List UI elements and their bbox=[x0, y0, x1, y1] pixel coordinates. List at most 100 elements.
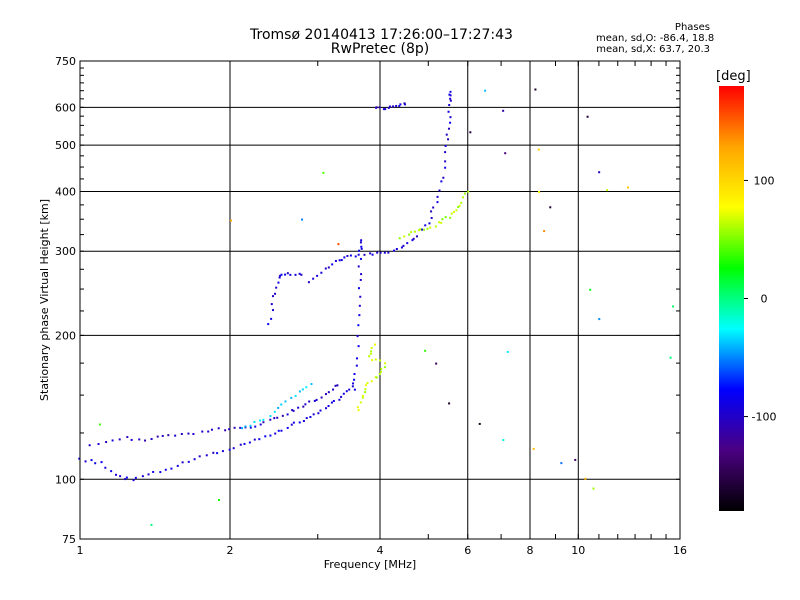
data-point bbox=[351, 385, 354, 388]
data-point bbox=[243, 442, 246, 445]
data-point bbox=[286, 272, 289, 275]
data-point bbox=[502, 109, 505, 112]
data-point bbox=[319, 409, 322, 412]
data-point bbox=[440, 180, 443, 183]
data-point bbox=[672, 305, 675, 308]
data-point bbox=[543, 230, 546, 233]
data-point bbox=[249, 424, 252, 427]
data-point bbox=[398, 105, 401, 108]
data-point bbox=[360, 245, 363, 248]
data-point bbox=[361, 396, 364, 399]
data-point bbox=[150, 437, 153, 440]
data-point bbox=[340, 395, 343, 398]
data-point bbox=[277, 406, 280, 409]
data-point bbox=[111, 439, 114, 442]
data-point bbox=[395, 104, 398, 107]
data-point bbox=[379, 370, 382, 373]
data-point bbox=[447, 138, 450, 141]
data-point bbox=[430, 210, 433, 213]
data-point bbox=[455, 209, 458, 212]
data-point bbox=[84, 460, 87, 463]
data-point bbox=[584, 477, 587, 480]
data-point bbox=[244, 425, 247, 428]
data-point bbox=[258, 438, 261, 441]
data-point bbox=[270, 303, 273, 306]
data-point bbox=[537, 148, 540, 151]
data-point bbox=[358, 304, 361, 307]
data-point bbox=[424, 224, 427, 227]
data-point bbox=[369, 352, 372, 355]
data-point bbox=[332, 388, 335, 391]
data-point bbox=[402, 244, 405, 247]
data-point bbox=[305, 386, 308, 389]
data-point bbox=[284, 273, 287, 276]
plot-frame bbox=[79, 60, 681, 540]
data-point bbox=[586, 115, 589, 118]
data-point bbox=[444, 144, 447, 147]
data-point bbox=[181, 461, 184, 464]
data-point bbox=[332, 399, 335, 402]
data-point bbox=[315, 398, 318, 401]
data-point bbox=[118, 438, 121, 441]
data-point bbox=[378, 106, 381, 109]
data-point bbox=[354, 255, 357, 258]
data-point bbox=[212, 451, 215, 454]
data-point bbox=[207, 430, 210, 433]
data-point bbox=[229, 219, 232, 222]
data-point bbox=[357, 265, 360, 268]
data-point bbox=[312, 277, 315, 280]
data-point bbox=[449, 116, 452, 119]
data-point bbox=[286, 413, 289, 416]
data-point bbox=[325, 393, 328, 396]
data-point bbox=[403, 235, 406, 238]
data-point bbox=[253, 420, 256, 423]
data-point bbox=[126, 436, 129, 439]
data-point bbox=[309, 416, 312, 419]
data-point bbox=[447, 127, 450, 130]
data-point bbox=[97, 443, 100, 446]
data-point bbox=[669, 356, 672, 359]
data-point bbox=[310, 383, 313, 386]
data-point bbox=[119, 475, 122, 478]
data-point bbox=[384, 362, 387, 365]
data-point bbox=[269, 434, 272, 437]
data-point bbox=[297, 406, 300, 409]
data-point bbox=[449, 94, 452, 97]
data-point bbox=[444, 160, 447, 163]
data-point bbox=[270, 317, 273, 320]
data-point bbox=[359, 401, 362, 404]
data-point bbox=[364, 391, 367, 394]
data-point bbox=[278, 276, 281, 279]
data-point bbox=[316, 274, 319, 277]
data-point bbox=[210, 428, 213, 431]
data-point bbox=[387, 251, 390, 254]
data-point bbox=[440, 221, 443, 224]
data-point bbox=[193, 458, 196, 461]
data-point bbox=[469, 131, 472, 134]
data-point bbox=[371, 359, 374, 362]
data-point bbox=[574, 458, 577, 461]
x-tick-label: 16 bbox=[673, 544, 687, 557]
data-point bbox=[449, 216, 452, 219]
colorbar bbox=[719, 86, 744, 511]
data-point bbox=[334, 384, 337, 387]
data-point bbox=[359, 278, 362, 281]
data-point bbox=[360, 247, 363, 250]
data-point bbox=[458, 204, 461, 207]
data-point bbox=[301, 388, 304, 391]
data-point bbox=[428, 222, 431, 225]
data-point bbox=[274, 432, 277, 435]
data-point bbox=[366, 382, 369, 385]
phase-heading: Phases bbox=[674, 22, 710, 33]
data-point bbox=[457, 206, 460, 209]
phase-stats-x: mean, sd,X: 63.7, 20.3 bbox=[596, 44, 710, 55]
chart-title: Tromsø 20140413 17:26:00–17:27:43 bbox=[250, 27, 513, 43]
data-point bbox=[364, 388, 367, 391]
colorbar-unit-label: [deg] bbox=[716, 69, 751, 84]
data-point bbox=[272, 295, 275, 298]
data-point bbox=[307, 281, 310, 284]
data-point bbox=[436, 201, 439, 204]
data-point bbox=[241, 427, 244, 430]
data-point bbox=[353, 373, 356, 376]
data-point bbox=[504, 152, 507, 155]
